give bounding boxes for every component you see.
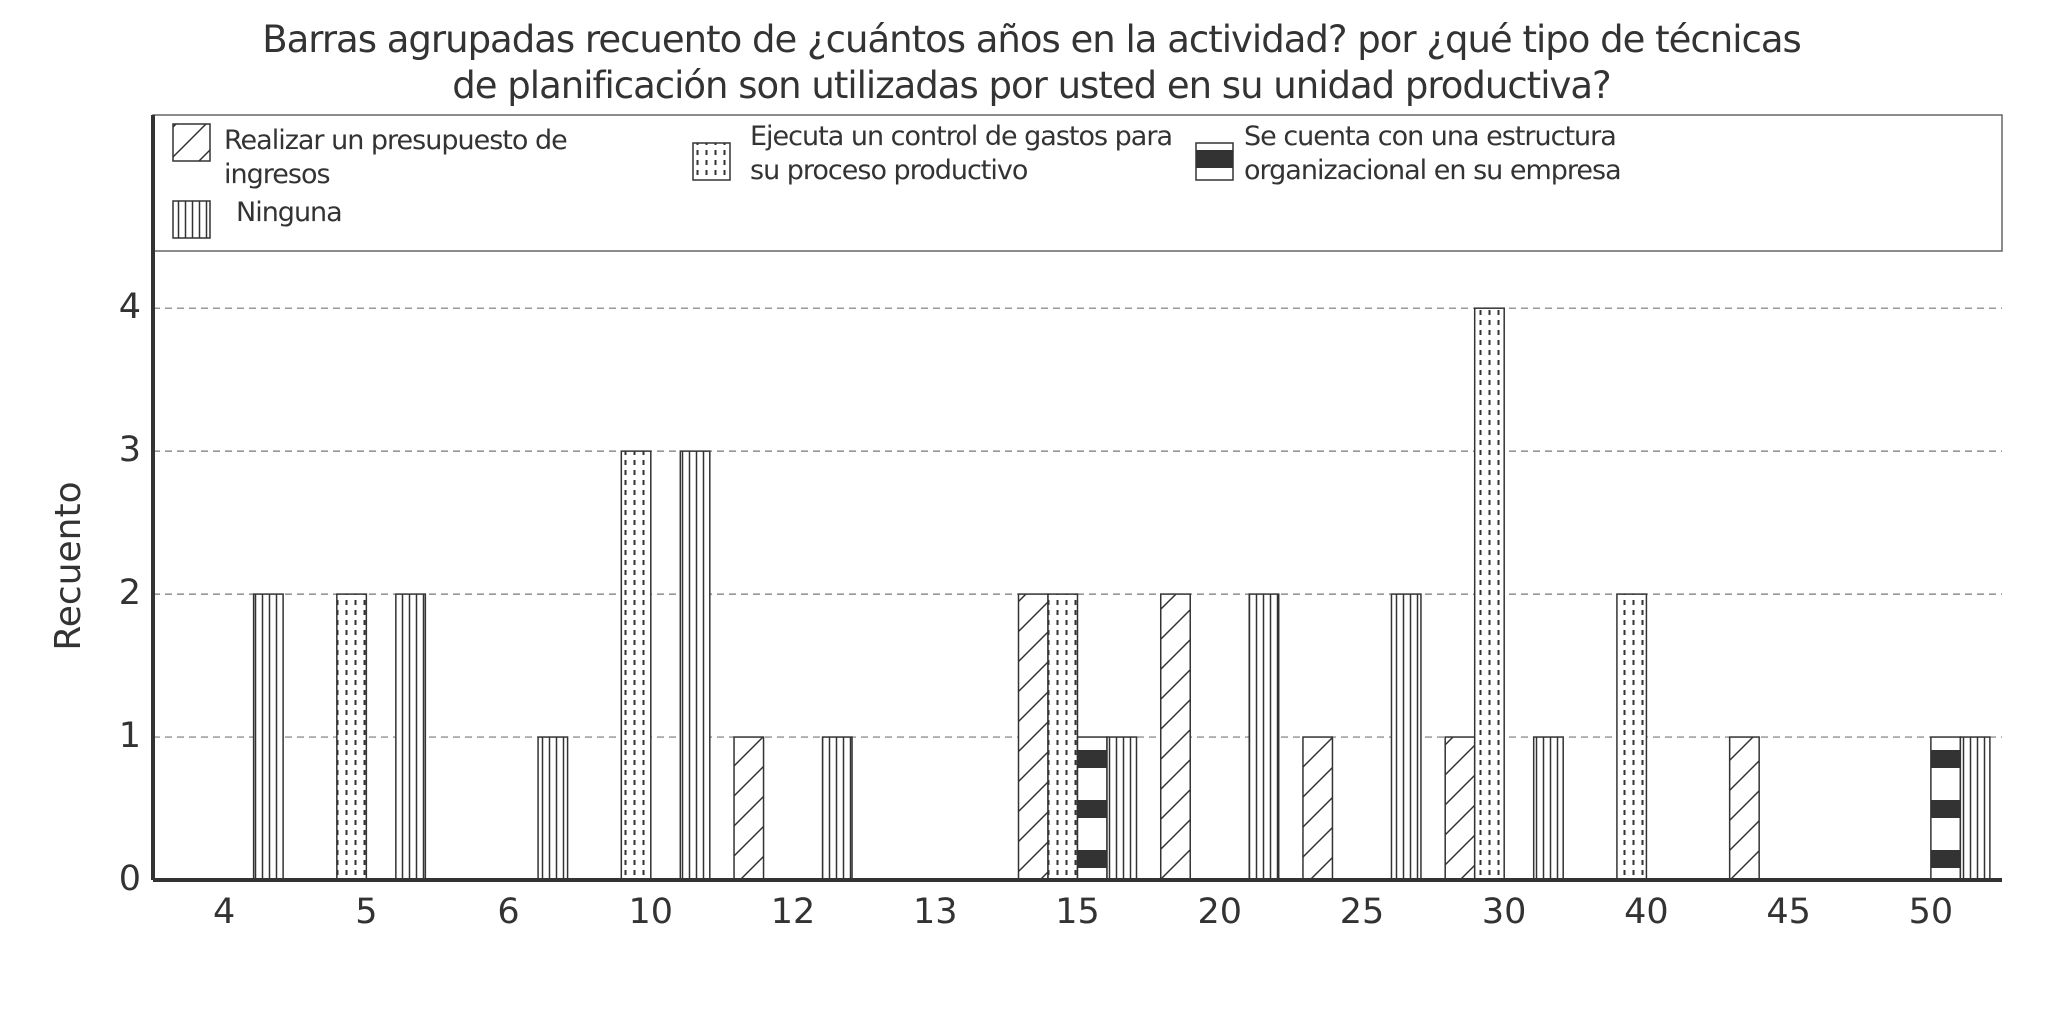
x-tick-label: 50 bbox=[1909, 892, 1954, 932]
y-tick-label: 0 bbox=[119, 859, 141, 899]
x-tick-label: 10 bbox=[629, 892, 674, 932]
y-tick-label: 1 bbox=[119, 716, 141, 756]
x-tick-label: 6 bbox=[497, 892, 519, 932]
y-tick-label: 2 bbox=[119, 573, 141, 613]
legend-swatch bbox=[1195, 142, 1234, 181]
x-tick-label: 12 bbox=[771, 892, 816, 932]
bar bbox=[1106, 736, 1138, 881]
legend-label: Ejecuta un control de gastos para su pro… bbox=[750, 121, 1173, 186]
x-tick-label: 15 bbox=[1055, 892, 1100, 932]
chart-title: Barras agrupadas recuento de ¿cuántos añ… bbox=[262, 18, 1802, 61]
bar bbox=[1047, 593, 1079, 881]
y-tick-label: 4 bbox=[119, 287, 141, 327]
legend-label: Se cuenta con una estructura organizacio… bbox=[1244, 121, 1622, 186]
bar bbox=[1616, 593, 1648, 881]
bar bbox=[733, 736, 765, 881]
bar bbox=[1532, 736, 1564, 881]
bar bbox=[1444, 736, 1476, 881]
x-tick-label: 45 bbox=[1766, 892, 1811, 932]
x-tick-label: 40 bbox=[1624, 892, 1669, 932]
y-axis-label: Recuento bbox=[48, 481, 89, 650]
bar bbox=[1076, 736, 1108, 881]
bar bbox=[1959, 736, 1991, 881]
y-tick-label: 3 bbox=[119, 430, 141, 470]
bar bbox=[1390, 593, 1422, 881]
bar bbox=[1473, 307, 1505, 881]
bar bbox=[679, 450, 711, 881]
x-tick-label: 13 bbox=[913, 892, 958, 932]
x-tick-label: 5 bbox=[355, 892, 377, 932]
bar bbox=[1159, 593, 1191, 881]
legend-label: Realizar un presupuesto de ingresos bbox=[224, 125, 568, 190]
bar bbox=[1930, 736, 1962, 881]
x-tick-label: 4 bbox=[213, 892, 235, 932]
bar bbox=[336, 593, 368, 881]
bar bbox=[1248, 593, 1280, 881]
legend-label: Ninguna bbox=[236, 197, 343, 228]
x-tick-label: 30 bbox=[1482, 892, 1527, 932]
bar bbox=[537, 736, 569, 881]
x-tick-label: 20 bbox=[1197, 892, 1242, 932]
chart-title: de planificación son utilizadas por uste… bbox=[452, 64, 1611, 107]
legend-swatch bbox=[692, 142, 731, 181]
legend-swatch bbox=[172, 200, 211, 239]
bar bbox=[821, 736, 853, 881]
x-tick-label: 25 bbox=[1340, 892, 1385, 932]
bar bbox=[252, 593, 284, 881]
bar bbox=[1302, 736, 1334, 881]
legend-swatch bbox=[172, 123, 211, 162]
bar bbox=[620, 450, 652, 881]
bar bbox=[395, 593, 427, 881]
bar bbox=[1017, 593, 1049, 881]
bar bbox=[1728, 736, 1760, 881]
